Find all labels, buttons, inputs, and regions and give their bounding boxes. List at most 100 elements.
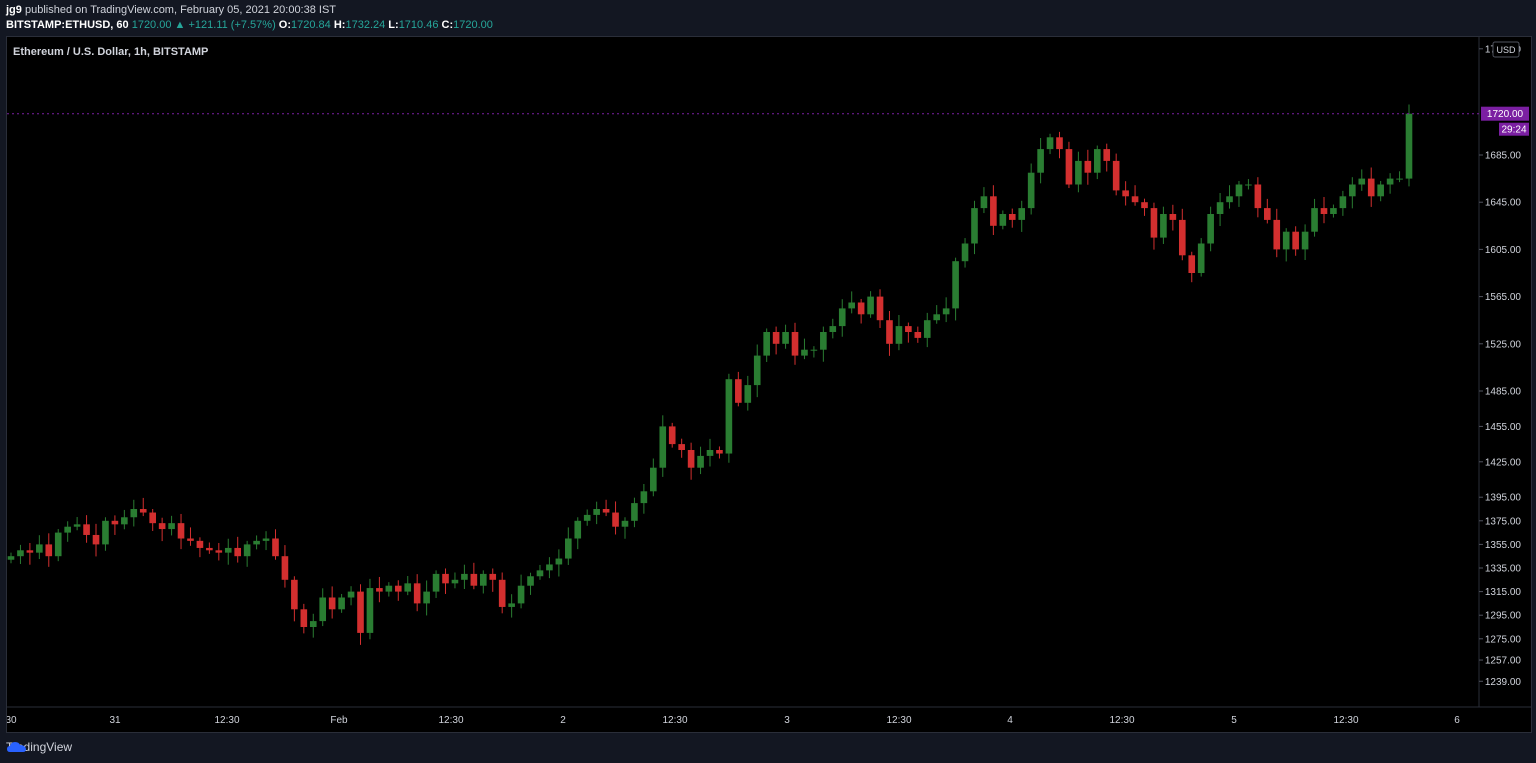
candle-body[interactable] bbox=[187, 538, 194, 541]
candle-body[interactable] bbox=[650, 467, 657, 492]
candle-body[interactable] bbox=[1377, 184, 1384, 197]
candle-body[interactable] bbox=[139, 509, 147, 513]
candle-body[interactable] bbox=[385, 585, 393, 592]
candle-body[interactable] bbox=[517, 585, 525, 604]
candle-body[interactable] bbox=[971, 208, 978, 244]
candle-body[interactable] bbox=[1197, 243, 1205, 274]
candle-body[interactable] bbox=[1339, 196, 1347, 209]
candle-body[interactable] bbox=[253, 540, 260, 545]
candle-body[interactable] bbox=[1320, 208, 1328, 214]
candle-body[interactable] bbox=[347, 591, 355, 598]
candle-body[interactable] bbox=[961, 243, 969, 262]
candle-body[interactable] bbox=[432, 573, 440, 592]
candle-body[interactable] bbox=[1264, 208, 1271, 220]
candle-body[interactable] bbox=[7, 556, 15, 560]
candle-body[interactable] bbox=[763, 332, 770, 356]
candle-body[interactable] bbox=[1027, 172, 1035, 209]
price-axis[interactable]: 1775.001685.001645.001605.001565.001525.… bbox=[1479, 44, 1521, 688]
candle-body[interactable] bbox=[876, 296, 884, 321]
candle-body[interactable] bbox=[394, 585, 402, 592]
candle-body[interactable] bbox=[328, 597, 336, 610]
candle-body[interactable] bbox=[678, 444, 685, 450]
candle-body[interactable] bbox=[1046, 137, 1054, 150]
candle-body[interactable] bbox=[782, 332, 789, 344]
candle-body[interactable] bbox=[1178, 219, 1186, 256]
candle-body[interactable] bbox=[1093, 149, 1101, 173]
candle-body[interactable] bbox=[687, 450, 695, 468]
candle-body[interactable] bbox=[1216, 202, 1224, 214]
candle-body[interactable] bbox=[215, 550, 223, 553]
candle-body[interactable] bbox=[470, 573, 478, 586]
candle-body[interactable] bbox=[1386, 178, 1394, 185]
candle-body[interactable] bbox=[772, 332, 780, 344]
candle-body[interactable] bbox=[423, 591, 430, 604]
candle-body[interactable] bbox=[54, 532, 62, 557]
candle-body[interactable] bbox=[102, 520, 109, 545]
candle-body[interactable] bbox=[1112, 160, 1120, 191]
candle-body[interactable] bbox=[1254, 184, 1262, 209]
candle-body[interactable] bbox=[489, 573, 497, 580]
candle-body[interactable] bbox=[1301, 231, 1309, 250]
tradingview-logo[interactable]: TradingView bbox=[6, 740, 72, 754]
candle-body[interactable] bbox=[1188, 255, 1196, 273]
candle-body[interactable] bbox=[243, 544, 251, 557]
candle-body[interactable] bbox=[196, 540, 204, 548]
candle-body[interactable] bbox=[309, 621, 317, 627]
candle-body[interactable] bbox=[272, 538, 279, 557]
candle-body[interactable] bbox=[1075, 160, 1082, 185]
candle-body[interactable] bbox=[697, 455, 704, 468]
candle-body[interactable] bbox=[1282, 231, 1290, 250]
candle-body[interactable] bbox=[621, 520, 629, 527]
candle-body[interactable] bbox=[536, 570, 544, 577]
candle-body[interactable] bbox=[1084, 160, 1092, 173]
candle-body[interactable] bbox=[92, 534, 100, 545]
candle-body[interactable] bbox=[574, 520, 582, 539]
candle-body[interactable] bbox=[1103, 149, 1111, 161]
candle-body[interactable] bbox=[130, 509, 138, 518]
candle-body[interactable] bbox=[546, 564, 553, 571]
candle-body[interactable] bbox=[366, 588, 374, 633]
candle-body[interactable] bbox=[1405, 113, 1413, 179]
candle-body[interactable] bbox=[725, 379, 733, 454]
candle-body[interactable] bbox=[668, 426, 676, 445]
candle-body[interactable] bbox=[158, 523, 166, 530]
candle-body[interactable] bbox=[1150, 208, 1158, 238]
candle-body[interactable] bbox=[1122, 190, 1129, 197]
candle-body[interactable] bbox=[121, 517, 128, 525]
candle-body[interactable] bbox=[631, 503, 638, 521]
time-axis[interactable]: 30 31 12:30 Feb 12:30 2 12:30 3 12:30 4 12:30 5 12:3… bbox=[7, 715, 1460, 726]
candle-body[interactable] bbox=[461, 573, 468, 580]
candle-body[interactable] bbox=[206, 547, 213, 551]
candle-body[interactable] bbox=[640, 491, 648, 504]
candle-body[interactable] bbox=[1037, 149, 1044, 173]
publisher-name[interactable]: jg9 bbox=[6, 4, 22, 16]
candle-body[interactable] bbox=[1160, 214, 1167, 238]
candle-body[interactable] bbox=[1245, 184, 1252, 186]
candle-body[interactable] bbox=[857, 302, 865, 315]
currency-badge-frame[interactable] bbox=[1492, 41, 1520, 58]
candlestick-chart[interactable]: Ethereum / U.S. Dollar, 1h, BITSTAMP 177… bbox=[7, 37, 1531, 732]
candle-body[interactable] bbox=[262, 538, 270, 541]
candle-body[interactable] bbox=[73, 524, 81, 527]
candle-body[interactable] bbox=[45, 544, 53, 557]
candle-body[interactable] bbox=[26, 550, 34, 553]
candle-body[interactable] bbox=[952, 261, 959, 309]
candle-body[interactable] bbox=[1008, 214, 1016, 220]
candle-body[interactable] bbox=[404, 583, 412, 592]
candle-body[interactable] bbox=[1131, 196, 1139, 203]
candle-body[interactable] bbox=[659, 426, 667, 468]
candle-body[interactable] bbox=[583, 514, 591, 521]
candle-body[interactable] bbox=[1273, 219, 1281, 250]
candle-body[interactable] bbox=[942, 308, 950, 315]
candle-body[interactable] bbox=[527, 576, 534, 586]
candle-body[interactable] bbox=[168, 523, 175, 530]
candle-body[interactable] bbox=[990, 196, 997, 226]
candle-body[interactable] bbox=[224, 547, 232, 553]
candle-body[interactable] bbox=[867, 296, 874, 315]
chart-area[interactable]: Ethereum / U.S. Dollar, 1h, BITSTAMP 177… bbox=[6, 36, 1532, 733]
candle-body[interactable] bbox=[1065, 149, 1073, 185]
candle-body[interactable] bbox=[914, 332, 922, 338]
candle-body[interactable] bbox=[744, 385, 752, 403]
candle-body[interactable] bbox=[1396, 178, 1403, 180]
candle-body[interactable] bbox=[338, 597, 345, 610]
